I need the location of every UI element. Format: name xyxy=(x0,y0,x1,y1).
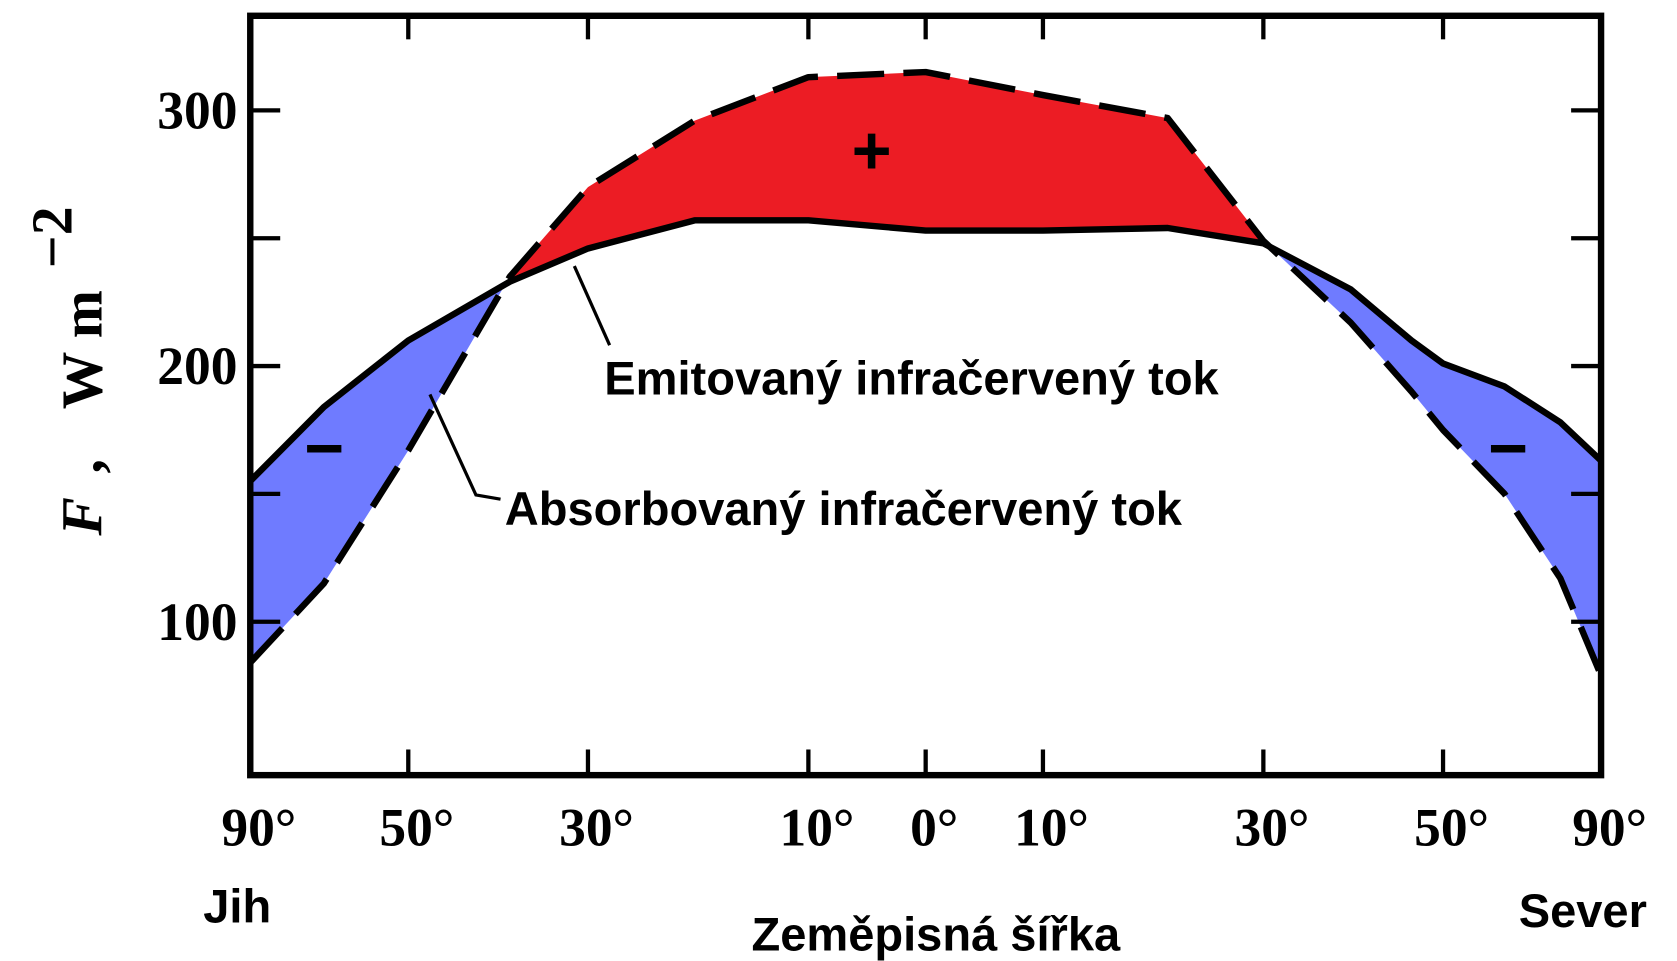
x-tick-label: 0° xyxy=(910,798,958,858)
x-tick-label: 90° xyxy=(1572,798,1647,858)
y-symbol: F xyxy=(52,497,115,537)
x-tick-label: 50° xyxy=(1414,798,1489,858)
arrow-emitted xyxy=(572,265,612,346)
series-line xyxy=(247,217,1604,484)
surplus-sign: + xyxy=(852,112,892,189)
absorbed-label: Absorbovaný infračervený tok xyxy=(505,482,1183,535)
south-label: Jih xyxy=(203,880,271,933)
x-tick-label: 90° xyxy=(221,798,296,858)
y-tick-label: 300 xyxy=(157,81,237,141)
x-tick-label: 10° xyxy=(1014,798,1089,858)
x-tick-label: 30° xyxy=(559,798,634,858)
x-tick-label: 30° xyxy=(1234,798,1309,858)
y-tick-label: 200 xyxy=(157,336,237,396)
lines xyxy=(247,68,1605,677)
deficit-sign: − xyxy=(1488,409,1528,486)
series-line xyxy=(247,68,1605,677)
y-sep: , xyxy=(52,459,115,473)
x-tick-label: 10° xyxy=(780,798,855,858)
deficit-sign: − xyxy=(304,409,344,486)
arrow-absorbed xyxy=(428,393,501,501)
deficit-area xyxy=(250,284,506,663)
x-tick-label: 50° xyxy=(379,798,454,858)
north-label: Sever xyxy=(1519,884,1647,937)
deficit-area xyxy=(1269,246,1602,676)
y-tick-label: 100 xyxy=(157,592,237,652)
y-unit: W m xyxy=(52,290,115,409)
fills xyxy=(250,72,1602,676)
x-axis-label: Zeměpisná šířka xyxy=(751,908,1121,961)
y-exponent: −2 xyxy=(22,206,85,268)
emitted-label: Emitovaný infračervený tok xyxy=(604,351,1219,404)
y-axis-label: F , W m −2 xyxy=(22,206,115,536)
surplus-area xyxy=(505,72,1270,285)
